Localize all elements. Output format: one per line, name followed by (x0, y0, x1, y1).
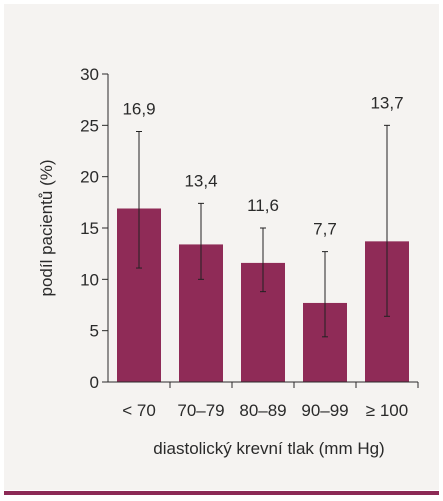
y-tick-label: 15 (80, 219, 99, 238)
value-label: 13,4 (184, 171, 217, 190)
category-label: 90–99 (301, 401, 348, 420)
value-label: 16,9 (122, 99, 155, 118)
category-label: 80–89 (239, 401, 286, 420)
x-ticks-layer: < 70 70–79 80–89 90–99 ≥ 100 (122, 382, 419, 420)
bottom-rule (4, 491, 439, 495)
category-label: 70–79 (177, 401, 224, 420)
x-axis-title: diastolický krevní tlak (mm Hg) (153, 439, 384, 458)
error-bars-layer (136, 124, 390, 338)
category-label: ≥ 100 (366, 401, 408, 420)
y-axis-title: podíl pacientů (%) (37, 159, 56, 296)
y-tick-label: 25 (80, 116, 99, 135)
y-tick-label: 5 (90, 322, 99, 341)
y-tick-label: 30 (80, 65, 99, 84)
y-tick-label: 20 (80, 168, 99, 187)
value-label: 11,6 (247, 196, 279, 215)
y-tick-label: 0 (90, 373, 99, 392)
value-label: 13,7 (370, 93, 403, 112)
value-label: 7,7 (313, 220, 337, 239)
y-ticks-layer: 0 5 10 15 20 25 30 (80, 65, 108, 392)
category-label: < 70 (122, 401, 156, 420)
value-labels-layer: 16,9 13,4 11,6 7,7 13,7 (122, 93, 403, 238)
y-tick-label: 10 (80, 270, 99, 289)
